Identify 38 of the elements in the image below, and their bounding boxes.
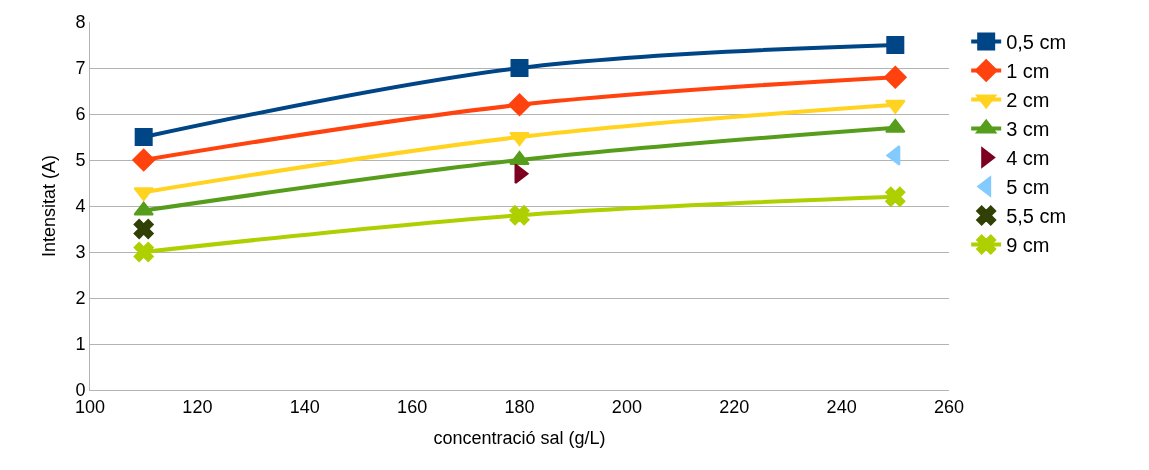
y-tick-label: 2 — [75, 288, 86, 309]
point — [883, 65, 907, 89]
point — [509, 205, 530, 226]
point — [133, 241, 154, 263]
legend-label: 0,5 cm — [1006, 31, 1067, 54]
point — [886, 145, 901, 166]
y-tick-label: 8 — [75, 12, 86, 33]
x-tick-label: 140 — [289, 396, 320, 417]
legend-label: 3 cm — [1006, 118, 1050, 141]
legend-label: 4 cm — [1006, 147, 1050, 170]
legend-label: 1 cm — [1006, 60, 1050, 83]
x-tick-label: 120 — [182, 396, 213, 417]
legend-label: 2 cm — [1006, 89, 1050, 112]
x-tick-label: 200 — [611, 396, 642, 417]
y-tick-label: 7 — [75, 58, 86, 79]
y-tick-label: 1 — [75, 334, 86, 355]
point — [133, 218, 154, 240]
point — [885, 186, 906, 207]
x-tick-label: 220 — [719, 396, 750, 417]
point — [885, 99, 906, 114]
point — [132, 148, 156, 172]
x-tick-label: 240 — [826, 396, 857, 417]
x-axis-title: concentració sal (g/L) — [433, 427, 606, 448]
point — [886, 36, 905, 54]
point — [134, 128, 153, 146]
point — [508, 93, 531, 117]
legend-label: 5 cm — [1006, 176, 1050, 199]
legend-label: 5,5 cm — [1006, 205, 1067, 228]
y-tick-label: 4 — [75, 196, 86, 217]
x-tick-label: 260 — [933, 396, 965, 417]
y-tick-label: 6 — [75, 104, 86, 125]
legend-label: 9 cm — [1006, 234, 1050, 257]
y-tick-label: 5 — [75, 150, 86, 171]
y-axis-title: Intensitat (A) — [38, 154, 59, 258]
point — [510, 59, 529, 77]
x-tick-label: 160 — [397, 396, 428, 417]
x-tick-label: 180 — [504, 396, 535, 417]
y-tick-label: 3 — [75, 242, 86, 263]
